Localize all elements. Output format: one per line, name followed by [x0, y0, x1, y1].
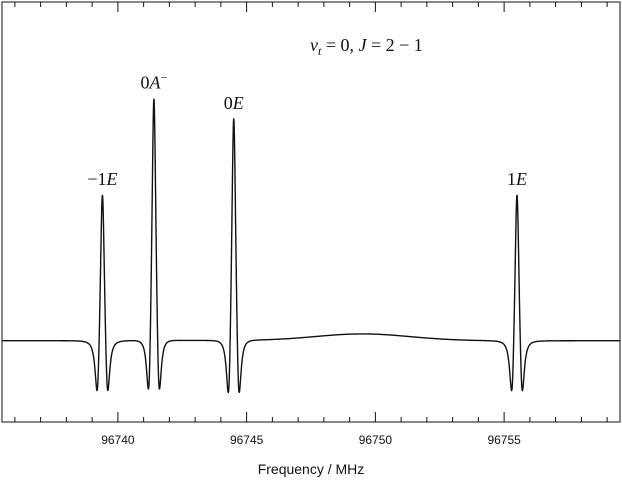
x-axis-tick-labels: 96740 96745 96750 96755 — [101, 433, 521, 447]
peak-label: −1E — [87, 169, 117, 189]
x-axis-title: Frequency / MHz — [258, 461, 365, 477]
chart-title: vt = 0, J = 2 − 1 — [310, 35, 423, 58]
peak-label-number: 0 — [224, 93, 233, 113]
chart-title-mid: = 0, — [321, 35, 358, 55]
x-tick-label: 96745 — [230, 433, 264, 447]
peak-label: 1E — [507, 169, 527, 189]
chart-title-v: v — [310, 35, 318, 55]
chart-title-J: J — [359, 35, 368, 55]
peak-label-symmetry: E — [515, 169, 527, 189]
spectrum-trace — [1, 98, 621, 394]
peak-label-symmetry: E — [106, 169, 118, 189]
peak-label-number: −1 — [87, 169, 106, 189]
peak-label: 0E — [224, 93, 244, 113]
peak-label-number: 0 — [141, 73, 150, 93]
plot-frame — [1, 1, 621, 423]
peak-label: 0A− — [141, 71, 168, 93]
x-tick-label: 96740 — [101, 433, 135, 447]
peak-label-superscript: − — [161, 71, 168, 85]
peak-label-number: 1 — [507, 169, 516, 189]
peak-label-symmetry: A — [149, 73, 162, 93]
x-tick-label: 96750 — [359, 433, 393, 447]
chart-title-t: t — [318, 44, 322, 58]
chart-title-rest: = 2 − 1 — [367, 35, 423, 55]
x-tick-label: 96755 — [487, 433, 521, 447]
x-axis-ticks — [14, 2, 608, 422]
peak-label-symmetry: E — [232, 93, 244, 113]
